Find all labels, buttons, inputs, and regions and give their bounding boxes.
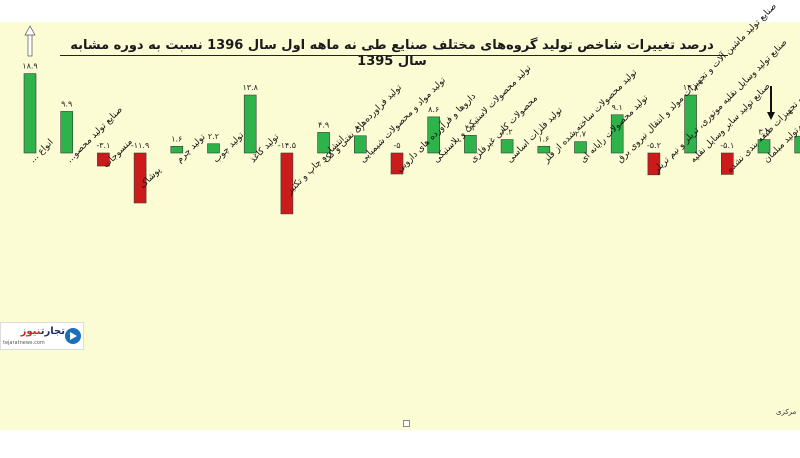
value-label-20: ۳.۲ — [758, 128, 769, 137]
bar-3 — [133, 152, 147, 204]
logo-play-icon — [65, 328, 81, 344]
resize-handle[interactable] — [403, 420, 410, 427]
bar-2 — [97, 152, 110, 167]
tejaratnews-logo[interactable]: تجارتنیوز tejaratnews.com — [0, 322, 84, 350]
chart-title: درصد تغییرات شاخص تولید گروه‌های مختلف ص… — [70, 38, 714, 69]
value-labels-layer: ۱۸.۹ ۹.۹ -۳.۱ -۱۱.۹ ۱.۶ ۲.۲ ۱۳.۸ -۱۴.۵ ۴.۹ ۴.۱ -۵ ۸… — [22, 62, 800, 150]
logo-url: tejaratnews.com — [3, 340, 45, 346]
bar-15 — [574, 141, 587, 154]
bar-19 — [720, 152, 734, 175]
bar-16 — [610, 114, 624, 154]
value-label-4: ۱.۶ — [171, 134, 182, 143]
bar-17 — [647, 152, 661, 176]
value-label-10: -۵ — [393, 141, 400, 150]
value-label-14: ۱.۶ — [538, 134, 549, 143]
logo-wordmark: تجارتنیوز — [3, 326, 65, 337]
bar-9 — [353, 135, 367, 154]
value-label-11: ۸.۶ — [428, 105, 439, 114]
value-label-17: -۵.۲ — [647, 141, 661, 150]
value-label-3: -۱۱.۹ — [131, 141, 149, 150]
bar-10 — [390, 152, 404, 175]
logo-name-accent: نیوز — [20, 326, 41, 337]
value-label-7: -۱۴.۵ — [278, 141, 296, 150]
value-label-2: -۳.۱ — [96, 141, 110, 150]
overflow-down-arrow — [767, 86, 775, 120]
bar-7 — [280, 152, 294, 215]
bar-14 — [537, 145, 551, 154]
value-label-8: ۴.۹ — [318, 120, 329, 129]
value-label-0: ۱۸.۹ — [22, 62, 37, 71]
bar-5 — [207, 143, 220, 154]
value-label-6: ۱۳.۸ — [242, 83, 258, 92]
bar-20 — [757, 139, 771, 154]
bar-0 — [23, 73, 37, 154]
arrows-layer — [24, 25, 775, 120]
value-label-9: ۴.۱ — [355, 124, 366, 133]
bar-1 — [60, 111, 74, 154]
value-label-13: ۳.۲ — [502, 128, 513, 137]
overflow-up-arrow — [24, 25, 36, 57]
value-label-21: ۴ — [799, 124, 800, 133]
bar-8 — [317, 132, 330, 154]
category-label-12: محصولات کانی غیرفلزی — [468, 93, 540, 165]
value-label-5: ۲.۲ — [208, 132, 219, 141]
value-label-15: ۲.۷ — [575, 130, 587, 139]
value-label-1: ۹.۹ — [61, 99, 72, 108]
bars-layer — [23, 73, 800, 215]
source-note: مرکزی — [776, 408, 797, 416]
title-underline — [60, 55, 728, 56]
bar-21 — [794, 135, 800, 154]
bar-4 — [170, 145, 184, 154]
value-label-12: ۴.۲ — [465, 123, 476, 132]
plot-background — [0, 22, 800, 430]
logo-name-main: تجارت — [40, 326, 65, 337]
bar-11 — [427, 116, 441, 154]
value-label-18: ۱۳.۸ — [683, 83, 699, 92]
bar-6 — [243, 94, 257, 154]
bar-12 — [464, 135, 477, 154]
bar-13 — [500, 139, 514, 154]
value-label-19: -۵.۱ — [720, 141, 734, 150]
value-label-16: ۹.۱ — [612, 103, 623, 112]
bar-18 — [684, 94, 697, 154]
